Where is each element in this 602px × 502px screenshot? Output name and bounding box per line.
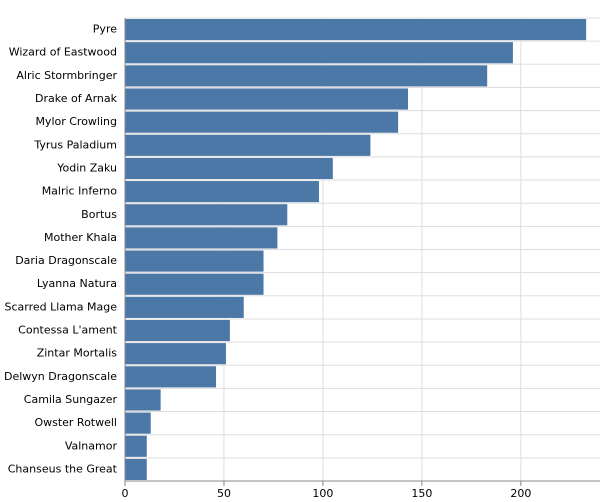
bar [125,412,151,434]
y-tick-label: Pyre [93,23,117,36]
bar [125,435,147,457]
bar [125,88,409,110]
y-tick-label: Contessa L'ament [18,324,118,337]
y-tick-label: Bortus [81,208,117,221]
y-tick-label: Wizard of Eastwood [9,46,117,59]
bar [125,111,399,133]
y-tick-label: Drake of Arnak [35,92,118,105]
bar [125,227,278,249]
bar [125,181,319,203]
y-tick-label: Delwyn Dragonscale [4,370,117,383]
y-tick-label: Alric Stormbringer [16,69,117,82]
bar [125,65,488,87]
y-tick-label: Yodin Zaku [56,161,117,174]
x-tick-label: 150 [411,487,432,500]
bar [125,204,288,226]
bar [125,366,217,388]
y-tick-label: Malric Inferno [42,185,118,198]
bar [125,273,264,295]
y-tick-label: Daria Dragonscale [15,254,117,267]
x-tick-label: 200 [510,487,531,500]
bar [125,19,587,41]
x-tick-label: 50 [217,487,231,500]
bar [125,296,244,318]
bar [125,134,371,156]
bar [125,250,264,272]
bar [125,343,226,365]
bar [125,458,147,480]
bar [125,389,161,411]
y-tick-label: Lyanna Natura [37,277,117,290]
y-tick-label: Tyrus Paladium [33,138,117,151]
x-tick-label: 100 [312,487,333,500]
y-tick-label: Zintar Mortalis [37,347,118,360]
y-tick-label: Chanseus the Great [8,462,118,475]
y-tick-label: Owster Rotwell [34,416,117,429]
bar [125,42,513,64]
bar [125,157,333,180]
x-tick-label: 0 [122,487,129,500]
y-tick-label: Valnamor [65,439,118,452]
y-tick-label: Scarred Llama Mage [5,300,118,313]
y-tick-label: Mylor Crowling [35,115,117,128]
y-tick-label: Mother Khala [44,231,117,244]
bar [125,319,230,342]
y-tick-label: Camila Sungazer [24,393,118,406]
